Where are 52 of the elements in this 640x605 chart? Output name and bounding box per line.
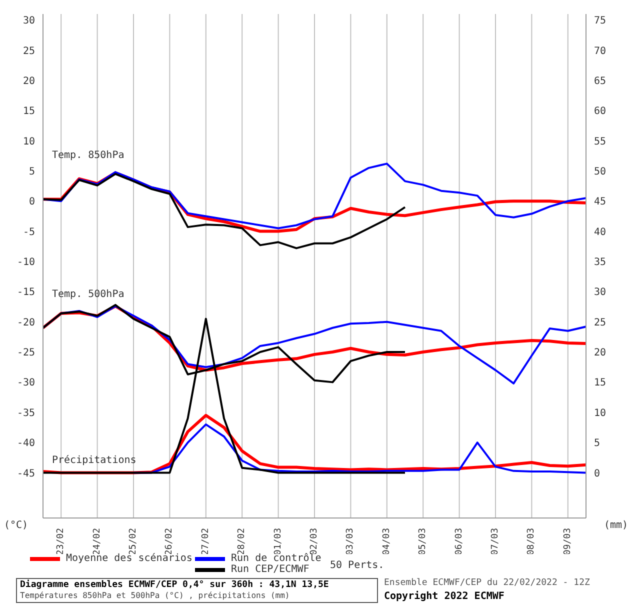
legend-label: Run CEP/ECMWF — [231, 564, 310, 575]
y-tick-label: 20 — [22, 76, 35, 87]
y-tick-label: 0 — [28, 196, 35, 208]
y-tick-label: 15 — [22, 106, 35, 118]
y2-axis-title: (mm) — [604, 520, 628, 531]
y2-tick-label: 70 — [594, 46, 606, 57]
x-tick-label: 26/02 — [164, 528, 175, 556]
y2-tick-label: 60 — [594, 106, 606, 118]
y-tick-label: 5 — [28, 166, 35, 178]
x-tick-label: 27/02 — [200, 528, 211, 556]
y-tick-label: -15 — [16, 287, 35, 298]
legend-label: Moyenne des scénarios — [66, 553, 192, 564]
y-tick-label: 25 — [22, 46, 35, 57]
legend-label: Run de contrôle — [231, 553, 322, 564]
y-tick-label: -25 — [16, 348, 35, 359]
text: Températures 850hPa et 500hPa (°C) , précipitations (mm) — [20, 591, 291, 601]
text: Copyright 2022 ECMWF — [384, 591, 504, 602]
y2-tick-label: 35 — [594, 257, 606, 268]
y2-tick-label: 0 — [594, 468, 600, 480]
x-tick-label: 24/02 — [92, 528, 102, 556]
y2-tick-label: 55 — [594, 136, 606, 148]
x-tick-label: 25/02 — [128, 528, 138, 556]
text: Diagramme ensembles ECMWF/CEP 0,4° sur 360h : 43,1N 13,5E — [20, 580, 330, 591]
y2-tick-label: 50 — [594, 166, 606, 178]
y2-tick-label: 45 — [594, 196, 606, 208]
x-tick-label: 28/02 — [237, 528, 248, 556]
y-tick-label: -35 — [16, 408, 35, 419]
y-axis-title: (°C) — [4, 520, 28, 531]
y2-tick-label: 10 — [594, 408, 606, 419]
y-tick-label: -10 — [16, 257, 35, 268]
y2-tick-label: 25 — [594, 317, 606, 328]
y2-tick-label: 75 — [594, 16, 606, 27]
y-tick-label: 30 — [22, 16, 35, 27]
y-tick-label: -5 — [22, 226, 35, 238]
y-tick-label: -30 — [16, 378, 35, 389]
line-series — [43, 172, 406, 250]
y-tick-label: -20 — [16, 317, 35, 328]
y-tick-label: -40 — [16, 438, 35, 450]
y-tick-label: 10 — [22, 136, 35, 148]
y2-tick-label: 5 — [594, 438, 600, 450]
text: 50 Perts. — [330, 560, 384, 571]
annotation: Temp. 850hPa — [52, 150, 124, 161]
annotation: Temp. 500hPa — [52, 288, 124, 300]
y-tick-label: -45 — [16, 468, 35, 480]
annotation: Précipitations — [52, 454, 136, 466]
y2-tick-label: 15 — [594, 378, 606, 389]
text: Ensemble ECMWF/CEP du 22/02/2022 - 12Z — [384, 578, 590, 588]
y2-tick-label: 40 — [594, 226, 606, 238]
y2-tick-label: 65 — [594, 76, 606, 87]
y2-tick-label: 30 — [594, 287, 606, 298]
y2-tick-label: 20 — [594, 348, 606, 359]
x-tick-label: 23/02 — [56, 528, 66, 556]
